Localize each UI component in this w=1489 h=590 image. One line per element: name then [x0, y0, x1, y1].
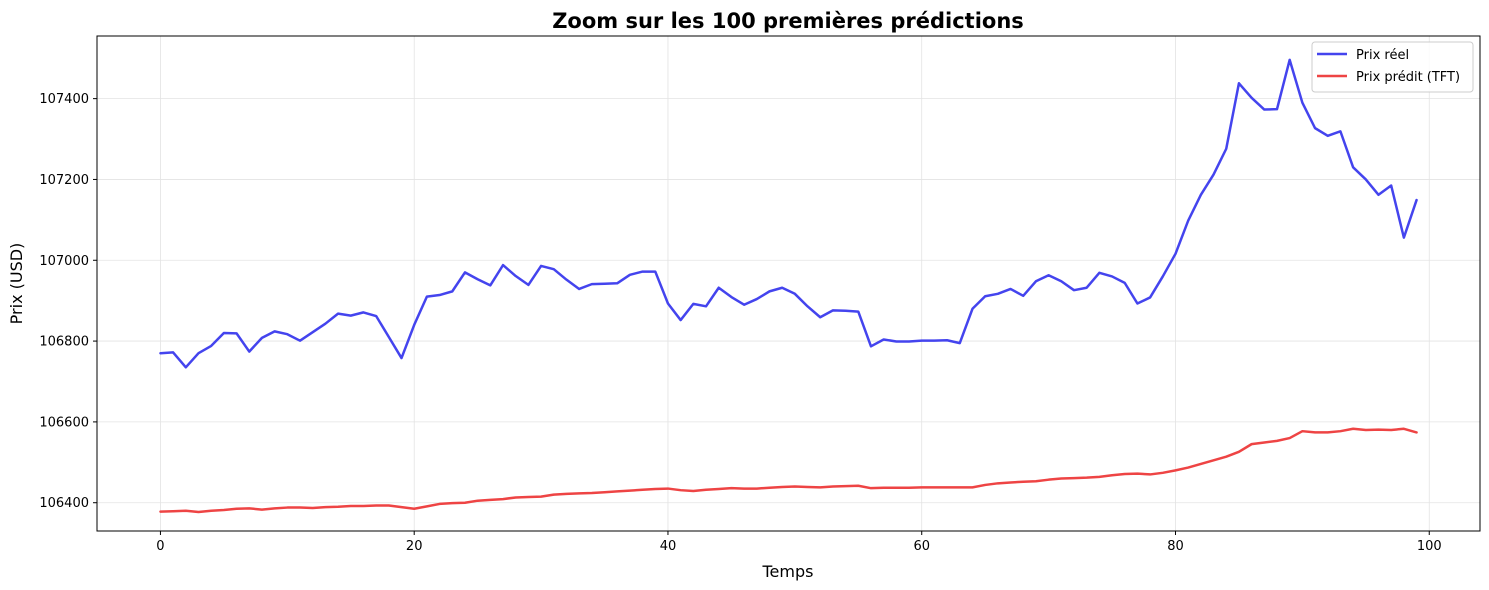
- x-tick-label: 0: [156, 539, 164, 554]
- series-line-1: [159, 427, 1418, 514]
- y-tick-label: 106800: [39, 335, 89, 350]
- x-tick-label: 20: [406, 539, 423, 554]
- y-tick-label: 106600: [39, 415, 89, 430]
- chart-title: Zoom sur les 100 premières prédictions: [552, 9, 1024, 33]
- y-tick-label: 107200: [39, 173, 89, 188]
- series-layer: [159, 58, 1418, 514]
- legend-label-prix-reel: Prix réel: [1356, 48, 1409, 63]
- x-tick-label: 80: [1167, 539, 1184, 554]
- legend-box: [1311, 41, 1474, 93]
- legend-label-prix-predit: Prix prédit (TFT): [1356, 70, 1460, 85]
- y-tick-label: 107000: [39, 254, 89, 269]
- grid-layer: [97, 36, 1480, 531]
- legend: Prix réel Prix prédit (TFT): [1311, 41, 1474, 93]
- series-line-0: [159, 58, 1418, 369]
- x-tick-label: 40: [660, 539, 677, 554]
- tick-layer: 0 20 40 60 80 100 106400 106600 106800 107000 1072…: [39, 92, 1441, 554]
- y-tick-label: 107400: [39, 92, 89, 107]
- x-axis-label: Temps: [762, 562, 814, 581]
- y-tick-label: 106400: [39, 496, 89, 511]
- plot-background: [97, 36, 1480, 531]
- x-tick-label: 100: [1417, 539, 1442, 554]
- x-tick-label: 60: [913, 539, 930, 554]
- plot-frame: [96, 35, 1481, 532]
- y-axis-label: Prix (USD): [7, 243, 26, 325]
